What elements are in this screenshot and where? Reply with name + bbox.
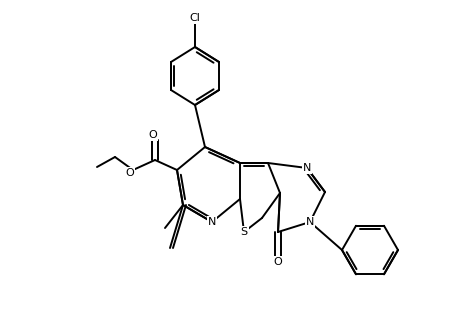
Text: N: N	[306, 217, 314, 227]
Text: N: N	[303, 163, 311, 173]
Text: O: O	[148, 130, 158, 140]
Text: O: O	[274, 257, 282, 267]
Text: O: O	[126, 168, 134, 178]
Text: N: N	[208, 217, 216, 227]
Text: Cl: Cl	[190, 13, 200, 23]
Text: S: S	[241, 227, 247, 237]
